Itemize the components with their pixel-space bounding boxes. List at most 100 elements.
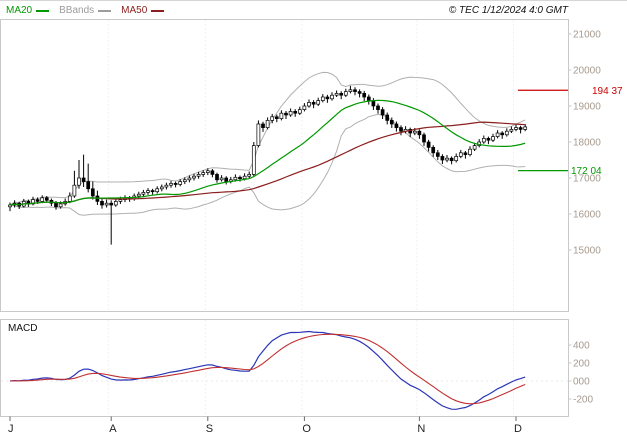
price-tick-label: 19000 (573, 102, 601, 113)
candle-body (274, 116, 279, 119)
price-tick-label: 15000 (573, 246, 601, 257)
candle-body (307, 102, 311, 107)
month-label: S (206, 423, 213, 435)
candle-body (463, 152, 468, 155)
candle-body (109, 202, 114, 206)
ma20-line (9, 99, 526, 206)
candle-body (113, 201, 118, 206)
candle-body (445, 157, 449, 161)
candle-body (40, 197, 45, 202)
candle-body (389, 120, 394, 125)
chart-legend: MA20 BBands MA50 (6, 5, 165, 16)
candle-body (468, 148, 472, 155)
candle-body (343, 91, 348, 96)
candle-body (233, 176, 238, 181)
legend-item-ma20: MA20 (6, 5, 50, 16)
candle-body (325, 96, 330, 100)
candle-body (210, 170, 215, 175)
price-tick-label: 21000 (573, 30, 601, 41)
legend-item-ma50: MA50 (121, 5, 165, 16)
candle-body (481, 138, 486, 143)
candle-body (192, 175, 196, 179)
candle-body (297, 109, 302, 114)
candle-body (90, 188, 95, 197)
candle-body (196, 174, 201, 177)
candle-body (394, 123, 399, 128)
candle-body (426, 141, 431, 148)
macd-series (9, 330, 526, 410)
candle-body (366, 96, 371, 101)
candle-body (504, 130, 509, 136)
candle-body (155, 188, 160, 193)
macd-line (9, 330, 526, 410)
candle-body (385, 114, 390, 121)
candle-body (238, 176, 242, 180)
candle-body (58, 203, 63, 208)
candle-body (169, 183, 173, 186)
month-label: J (8, 423, 14, 435)
candle-body (44, 197, 49, 201)
legend-bbands-label: BBands (59, 5, 95, 16)
legend-item-bbands: BBands (59, 5, 112, 16)
bollinger-lower (9, 113, 526, 216)
candle-body (104, 202, 109, 206)
candle-body (164, 184, 169, 188)
month-label: A (109, 423, 117, 435)
candle-body (449, 157, 454, 162)
candle-body (353, 89, 357, 92)
candle-body (72, 184, 77, 197)
candle-body (380, 109, 385, 116)
price-tick-label: 16000 (573, 210, 601, 221)
candle-body (251, 145, 256, 175)
macd-signal-line (9, 333, 526, 405)
price-series (8, 71, 528, 245)
candle-body (205, 170, 210, 173)
copyright-text: © TEC 1/12/2024 4:0 GMT (448, 5, 568, 16)
candle-body (293, 111, 298, 114)
candle-body (219, 177, 224, 181)
candle-body (422, 134, 426, 143)
legend-ma50-label: MA50 (121, 5, 148, 16)
candle-body (146, 190, 150, 193)
candle-body (86, 181, 91, 190)
candle-body (242, 175, 247, 180)
candle-body (320, 96, 325, 101)
price-tick-label: 20000 (573, 66, 601, 77)
candle-body (316, 100, 321, 105)
candle-body (431, 147, 436, 154)
macd-tick-label: 400 (573, 341, 590, 352)
candle-body (371, 100, 376, 107)
candle-body (279, 112, 284, 119)
candle-body (412, 130, 417, 134)
candle-body (118, 199, 123, 202)
legend-ma50-dash (151, 9, 165, 12)
level-label-support: 172 04 (571, 166, 602, 177)
candle-body (182, 179, 187, 182)
candle-body (458, 152, 463, 157)
candle-body (523, 126, 528, 130)
candle-body (435, 152, 440, 157)
price-tick-label: 17000 (573, 174, 601, 185)
candle-body (491, 136, 495, 141)
candle-body (362, 93, 367, 98)
candle-body (302, 105, 307, 110)
legend-ma20-dash (36, 9, 50, 12)
macd-tick-label: 000 (573, 377, 590, 388)
candle-body (247, 174, 252, 177)
candle-body (54, 202, 58, 208)
candle-body (256, 123, 261, 146)
candle-body (150, 190, 155, 193)
candle-body (173, 183, 178, 185)
candle-body (330, 94, 334, 100)
candle-body (284, 112, 288, 116)
candle-body (141, 192, 146, 195)
candle-body (500, 132, 505, 136)
candle-body (518, 127, 523, 130)
candle-body (77, 177, 81, 186)
candle-body (81, 177, 86, 182)
candle-body (187, 177, 192, 181)
candle-body (31, 199, 35, 205)
candle-body (417, 130, 422, 136)
macd-tick-label: -200 (573, 395, 593, 406)
candle-body (495, 132, 500, 137)
